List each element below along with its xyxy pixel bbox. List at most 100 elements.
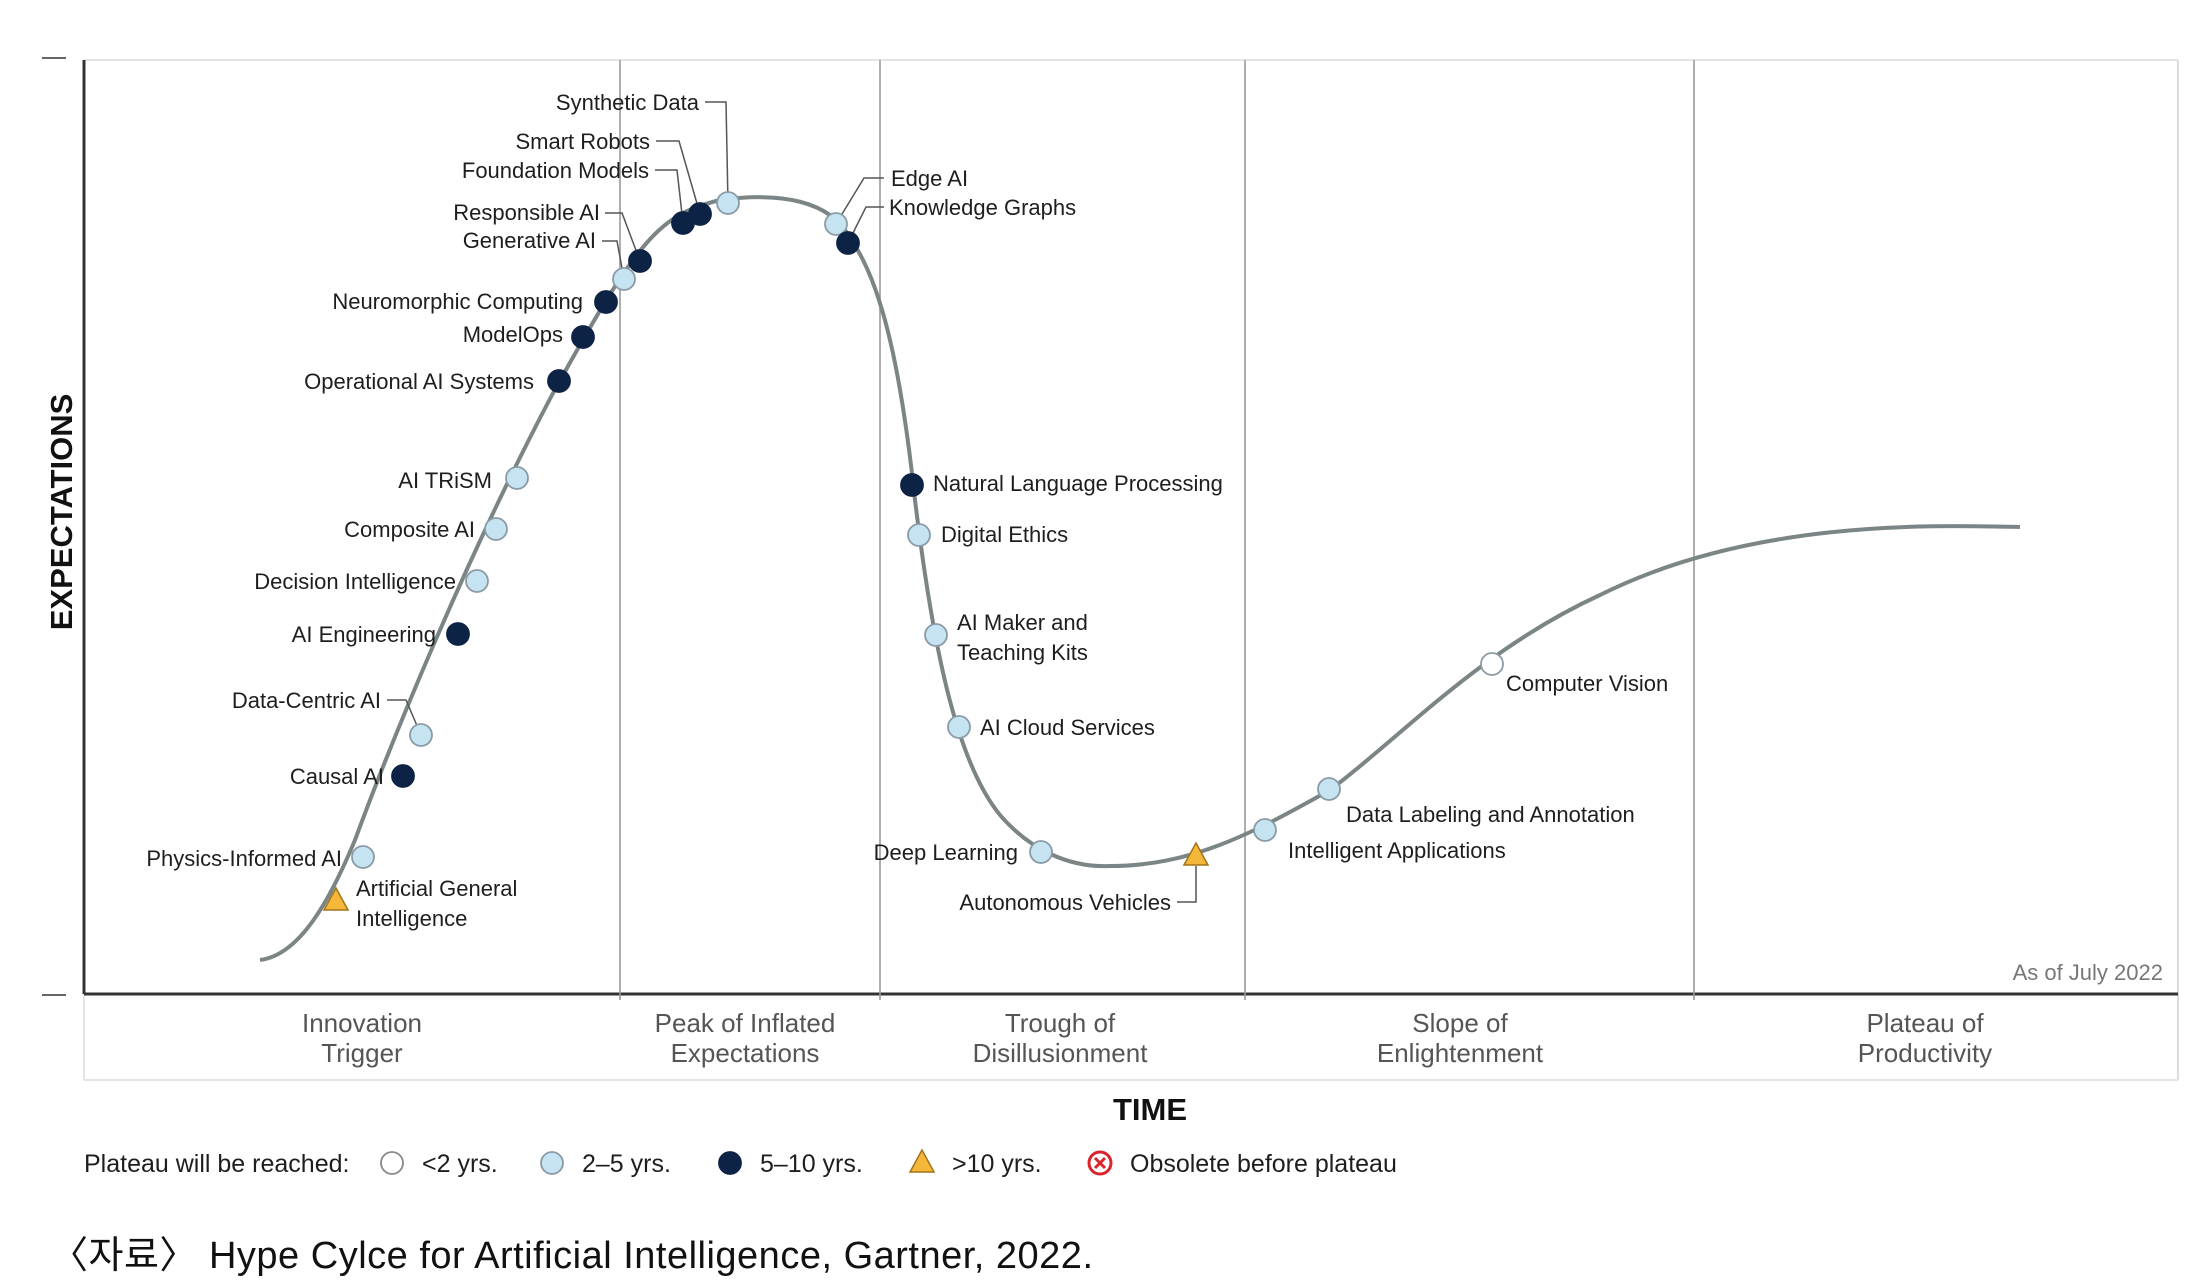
synthetic-data-label: Synthetic Data — [556, 90, 700, 115]
composite-ai-label: Composite AI — [344, 517, 475, 542]
data-centric-ai-point — [409, 723, 433, 747]
phase-label-2-line-1: Peak of Inflated — [655, 1008, 836, 1038]
phase-label-5-line-1: Plateau of — [1866, 1008, 1984, 1038]
generative-ai-label: Generative AI — [463, 228, 596, 253]
artificial-general-intelligence-label: Artificial General Intelligence — [356, 876, 517, 931]
ai-maker-and-teaching-kits-label-line-2: Teaching Kits — [957, 640, 1088, 665]
knowledge-graphs-label: Knowledge Graphs — [889, 195, 1076, 220]
composite-ai-point — [484, 517, 508, 541]
causal-ai-point — [391, 764, 415, 788]
phase-label-4-line-2: Enlightenment — [1377, 1038, 1544, 1068]
phase-label-1-line-1: Innovation — [302, 1008, 422, 1038]
phase-label-1-line-2: Trigger — [321, 1038, 403, 1068]
legend: Plateau will be reached: <2 yrs. 2–5 yrs.… — [84, 1148, 1397, 1178]
responsible-ai-label: Responsible AI — [453, 200, 600, 225]
legend-obsolete-before-plateau-marker — [1087, 1150, 1113, 1176]
synthetic-data-point — [716, 191, 740, 215]
neuromorphic-computing-point — [594, 290, 618, 314]
smart-robots-leader — [656, 140, 701, 215]
autonomous-vehicles-leader — [1177, 866, 1197, 903]
smart-robots-point — [688, 202, 712, 226]
phase-label-2-line-2: Expectations — [671, 1038, 820, 1068]
ai-cloud-services-point — [947, 715, 971, 739]
decision-intelligence-label: Decision Intelligence — [254, 569, 456, 594]
edge-ai-leader — [835, 177, 884, 225]
phase-label-1: Innovation Trigger — [302, 1008, 422, 1068]
ai-trism-point — [505, 466, 529, 490]
generative-ai-leader — [602, 240, 625, 280]
y-axis-title: EXPECTATIONS — [44, 394, 79, 631]
plot-frame — [42, 57, 2179, 1081]
digital-ethics-point — [907, 523, 931, 547]
legend-gt-10-yrs-marker — [908, 1148, 936, 1173]
legend-2-5-yrs-marker — [540, 1151, 564, 1175]
legend-title: Plateau will be reached: — [84, 1150, 349, 1178]
legend-2-5-yrs-label: 2–5 yrs. — [582, 1150, 671, 1178]
autonomous-vehicles-point — [1182, 841, 1210, 866]
phase-label-3: Trough of Disillusionment — [973, 1008, 1149, 1068]
data-labeling-and-annotation-point — [1317, 777, 1341, 801]
modelops-point — [571, 325, 595, 349]
artificial-general-intelligence-label-line-1: Artificial General — [356, 876, 517, 901]
as-of-note: As of July 2022 — [2013, 960, 2163, 985]
natural-language-processing-label: Natural Language Processing — [933, 471, 1223, 496]
phase-label-5-line-2: Productivity — [1858, 1038, 1992, 1068]
smart-robots-label: Smart Robots — [516, 129, 651, 154]
technology-points — [322, 191, 1504, 911]
artificial-general-intelligence-label-line-2: Intelligence — [356, 906, 467, 931]
generative-ai-point — [612, 267, 636, 291]
edge-ai-label: Edge AI — [891, 166, 968, 191]
operational-ai-systems-label: Operational AI Systems — [304, 369, 534, 394]
data-labeling-and-annotation-label: Data Labeling and Annotation — [1346, 802, 1635, 827]
ai-maker-and-teaching-kits-point — [924, 623, 948, 647]
causal-ai-label: Causal AI — [290, 764, 384, 789]
computer-vision-label: Computer Vision — [1506, 671, 1668, 696]
phase-labels: Innovation Trigger Peak of Inflated Expecta… — [302, 1008, 1992, 1068]
modelops-label: ModelOps — [463, 322, 563, 347]
neuromorphic-computing-label: Neuromorphic Computing — [332, 289, 583, 314]
legend-5-10-yrs-label: 5–10 yrs. — [760, 1150, 863, 1178]
edge-ai-point — [824, 212, 848, 236]
intelligent-applications-point — [1253, 818, 1277, 842]
leader-lines — [387, 101, 1197, 903]
ai-cloud-services-label: AI Cloud Services — [980, 715, 1155, 740]
phase-label-3-line-1: Trough of — [1005, 1008, 1116, 1038]
legend-obsolete-before-plateau-marker-cross — [1093, 1156, 1107, 1170]
computer-vision-point — [1480, 652, 1504, 676]
knowledge-graphs-leader — [847, 206, 884, 244]
ai-engineering-point — [446, 622, 470, 646]
ai-trism-label: AI TRiSM — [398, 468, 492, 493]
decision-intelligence-point — [465, 569, 489, 593]
phase-label-5: Plateau of Productivity — [1858, 1008, 1992, 1068]
ai-maker-and-teaching-kits-label: AI Maker and Teaching Kits — [957, 610, 1088, 665]
responsible-ai-point — [628, 249, 652, 273]
physics-informed-ai-point — [351, 845, 375, 869]
phase-label-2: Peak of Inflated Expectations — [655, 1008, 836, 1068]
ai-maker-and-teaching-kits-label-line-1: AI Maker and — [957, 610, 1088, 635]
legend-obsolete-before-plateau-label: Obsolete before plateau — [1130, 1150, 1397, 1178]
source-caption: 〈자료〉 Hype Cylce for Artificial Intellige… — [50, 1235, 1094, 1277]
x-axis-title: TIME — [1113, 1092, 1187, 1127]
phase-label-3-line-2: Disillusionment — [973, 1038, 1149, 1068]
legend-lt-2-yrs-label: <2 yrs. — [422, 1150, 498, 1178]
synthetic-data-leader — [705, 101, 729, 204]
operational-ai-systems-point — [547, 369, 571, 393]
ai-engineering-label: AI Engineering — [292, 622, 436, 647]
hype-curve — [259, 195, 2021, 962]
physics-informed-ai-label: Physics-Informed AI — [146, 846, 342, 871]
knowledge-graphs-point — [836, 231, 860, 255]
legend-lt-2-yrs-marker — [380, 1151, 404, 1175]
deep-learning-point — [1029, 840, 1053, 864]
hype-curve-layer — [259, 195, 2021, 962]
responsible-ai-leader — [605, 212, 641, 262]
digital-ethics-label: Digital Ethics — [941, 522, 1068, 547]
data-centric-ai-label: Data-Centric AI — [232, 688, 381, 713]
foundation-models-leader — [655, 169, 684, 224]
phase-label-4-line-1: Slope of — [1412, 1008, 1508, 1038]
phase-label-4: Slope of Enlightenment — [1377, 1008, 1544, 1068]
deep-learning-label: Deep Learning — [874, 840, 1018, 865]
technology-labels: Artificial General Intelligence Physics-In… — [146, 90, 1668, 931]
data-centric-ai-leader — [387, 699, 422, 736]
legend-gt-10-yrs-label: >10 yrs. — [952, 1150, 1042, 1178]
